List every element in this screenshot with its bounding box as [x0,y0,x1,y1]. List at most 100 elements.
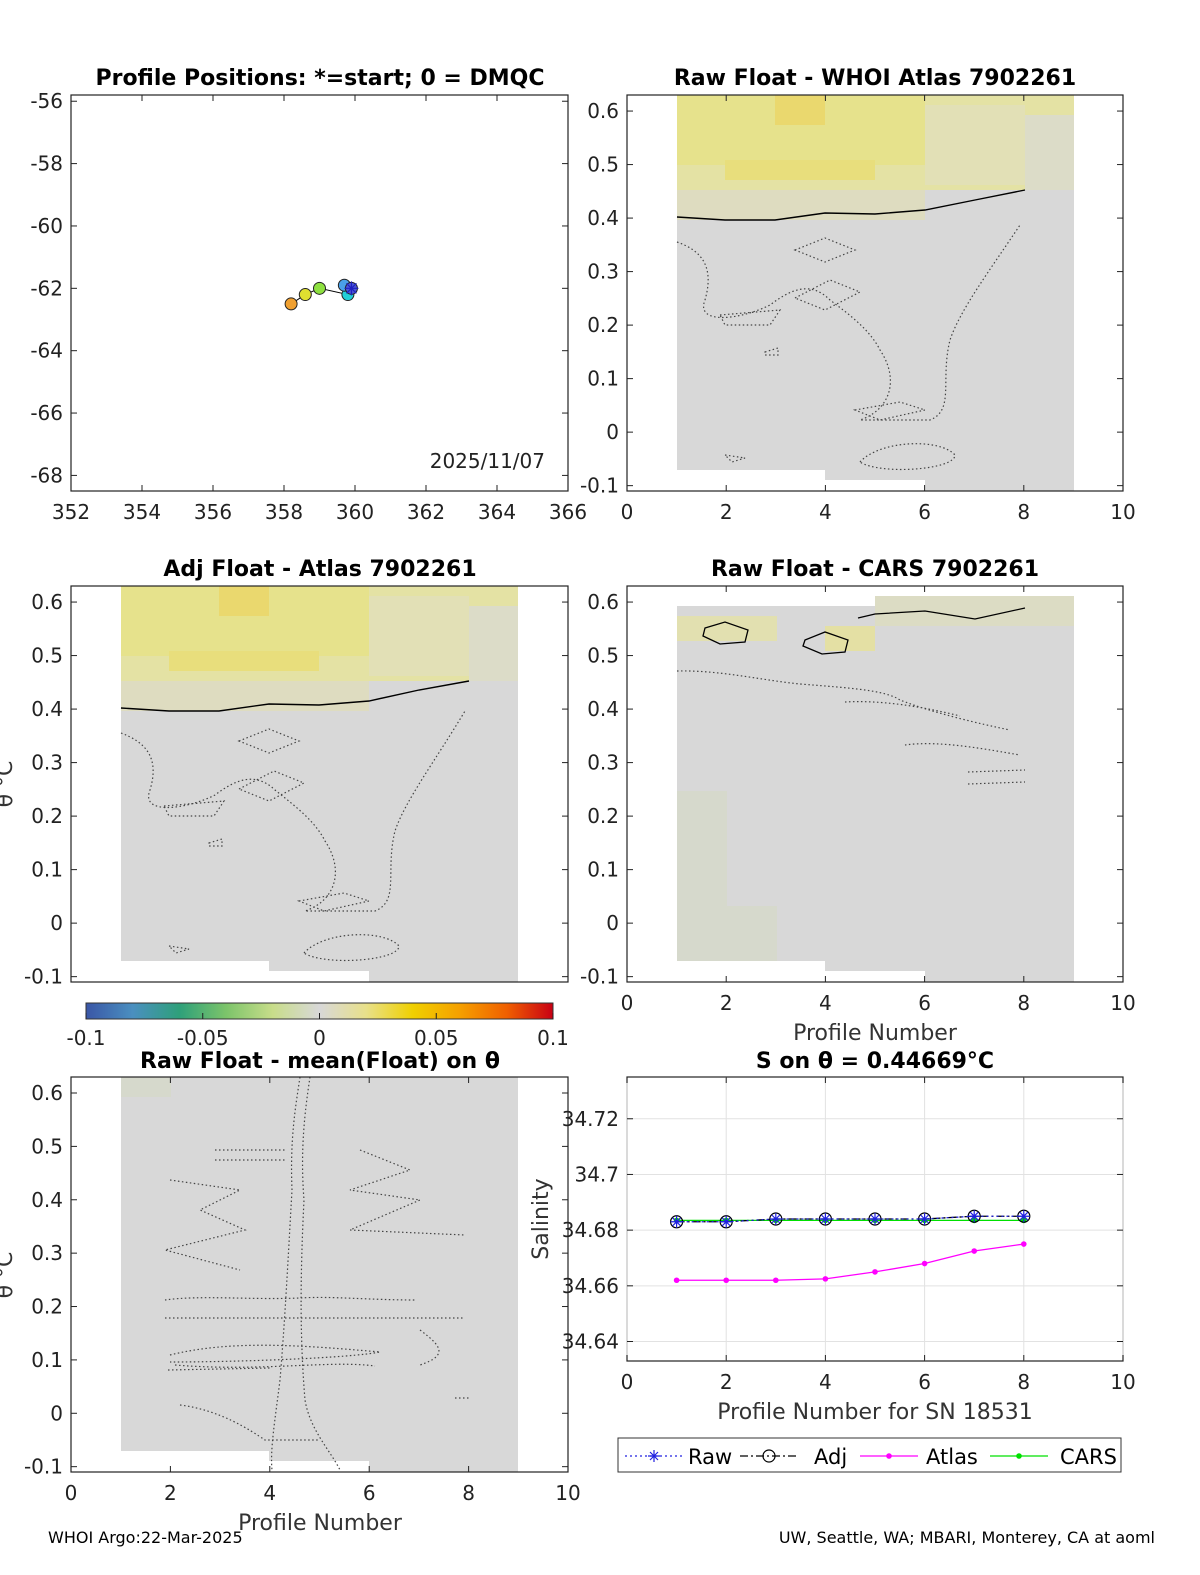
footer-left: WHOI Argo:22-Mar-2025 [48,1528,243,1547]
y-tick-label: 0.5 [587,644,619,668]
x-tick-label: 10 [555,1481,580,1505]
colorbar-tick-label: 0.05 [414,1026,459,1050]
y-tick-label: 0.2 [587,804,619,828]
series-point-raw [968,1210,981,1223]
y-tick-label: 0.3 [587,260,619,284]
y-tick-label: 0.6 [31,1081,63,1105]
y-tick-label: 0.4 [587,697,619,721]
footer-right: UW, Seattle, WA; MBARI, Monterey, CA at … [779,1528,1155,1547]
raw-mean-xlabel: Profile Number [238,1511,403,1536]
colorbar-tick-label: -0.1 [66,1026,105,1050]
raw-cars-title: Raw Float - CARS 7902261 [711,557,1039,582]
series-point-raw [720,1215,733,1228]
legend-label-raw: Raw [688,1445,732,1469]
y-tick-label: 0 [50,1401,63,1425]
y-tick-label: -56 [30,89,63,113]
y-tick-label: -68 [30,463,63,487]
y-tick-label: 0.3 [31,1241,63,1265]
salinity-title: S on θ = 0.44669°C [756,1049,994,1074]
series-point-atlas [822,1276,829,1282]
x-tick-label: 2 [164,1481,177,1505]
y-tick-label: 0.5 [587,153,619,177]
x-tick-label: 6 [918,991,931,1015]
y-tick-label: 0.1 [587,367,619,391]
raw-mean-panel: Raw Float - mean(Float) on θ 0 2 4 6 8 10 0.6 0… [0,1049,581,1536]
adj-atlas-axes [70,585,569,983]
y-tick-label: 0.2 [587,313,619,337]
raw-mean-heatmap [121,1076,518,1472]
legend-marker [1016,1453,1022,1459]
legend-box [617,1437,1122,1473]
x-tick-label: 4 [819,991,832,1015]
y-tick-label: 0.1 [31,1348,63,1372]
y-tick-label: -0.1 [24,965,63,989]
colorbar-tick-label: 0 [313,1026,326,1050]
salinity-legend: Raw Adj Atlas CARS [617,1437,1122,1473]
x-tick-label: 4 [819,500,832,524]
series-line-atlas [676,1243,1024,1281]
series-point-atlas [872,1269,878,1275]
salinity-ylabel: Salinity [529,1178,554,1259]
raw-atlas-axes [626,94,1124,492]
y-tick-label: 0.5 [31,1134,63,1158]
y-tick-label: 0.1 [31,858,63,882]
y-tick-label: 0.2 [31,804,63,828]
adj-atlas-heatmap [120,586,518,982]
x-tick-label: 8 [1017,1370,1030,1394]
x-tick-label: 354 [123,500,161,524]
raw-cars-xlabel: Profile Number [793,1021,958,1046]
raw-cars-axes [626,585,1124,983]
raw-mean-ylabel: θ °C [0,1252,18,1299]
x-tick-label: 2 [720,500,733,524]
series-point-raw [869,1213,881,1225]
x-tick-label: 352 [52,500,90,524]
series-point-atlas [773,1277,779,1284]
x-tick-label: 366 [549,500,587,524]
raw-atlas-heatmap [676,95,1122,491]
series-point-atlas [723,1277,729,1284]
x-tick-label: 0 [621,991,634,1015]
y-tick-label: 0.3 [587,751,619,775]
y-tick-label: 34.68 [562,1218,619,1242]
y-tick-label: 0 [50,911,63,935]
x-tick-label: 8 [1017,991,1030,1015]
positions-date-annotation: 2025/11/07 [430,449,545,473]
series-point-raw [918,1213,931,1225]
y-tick-label: 34.72 [562,1107,619,1131]
series-point-atlas [1021,1241,1027,1247]
y-tick-label: 0.4 [31,1188,63,1212]
legend-label-atlas: Atlas [926,1445,978,1469]
positions-panel: Profile Positions: *=start; 0 = DMQC 352… [30,66,587,524]
x-tick-label: 2 [720,1370,733,1394]
start-star-marker [344,281,359,296]
salinity-xlabel: Profile Number for SN 18531 [717,1400,1032,1425]
series-point-raw [819,1213,832,1225]
y-tick-label: -60 [30,214,63,238]
colorbar: -0.1 -0.05 0 0.05 0.1 [66,1002,569,1050]
x-tick-label: 8 [1017,500,1030,524]
x-tick-label: 10 [1110,991,1135,1015]
y-tick-label: -0.1 [580,474,619,498]
y-tick-label: 0.6 [31,590,63,614]
x-tick-label: 6 [918,500,931,524]
adj-atlas-ylabel: θ °C [0,761,18,808]
legend-label-cars: CARS [1060,1445,1117,1469]
y-tick-label: 0 [606,420,619,444]
x-tick-label: 0 [65,1481,78,1505]
y-tick-label: 0.2 [31,1295,63,1319]
positions-title: Profile Positions: *=start; 0 = DMQC [95,66,544,91]
legend-marker [886,1453,892,1459]
x-tick-label: 0 [621,500,634,524]
y-tick-label: 34.66 [562,1274,619,1298]
series-line-adj [676,1215,1024,1223]
y-tick-label: 0.5 [31,644,63,668]
raw-mean-title: Raw Float - mean(Float) on θ [140,1049,500,1074]
x-tick-label: 6 [363,1481,376,1505]
series-point-raw [670,1215,683,1228]
y-tick-label: 0.6 [587,590,619,614]
raw-cars-panel: Raw Float - CARS 7902261 0 2 4 6 8 10 0.6 0.5 0.… [580,557,1136,1046]
series-point-atlas [971,1248,977,1254]
series-point-atlas [673,1277,680,1284]
y-tick-label: -64 [30,339,63,363]
